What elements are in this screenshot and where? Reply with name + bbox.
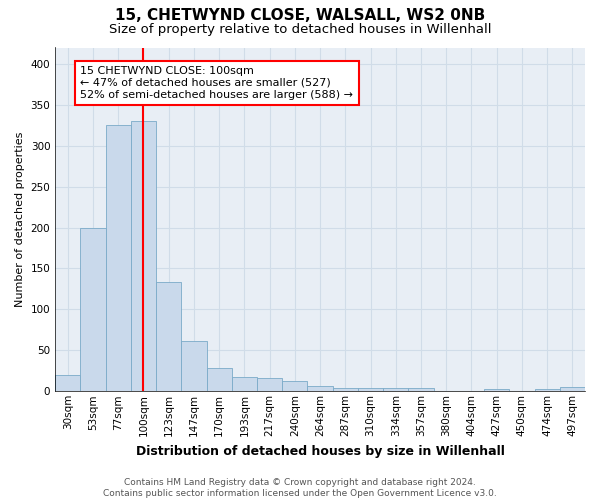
Y-axis label: Number of detached properties: Number of detached properties [15, 132, 25, 307]
Bar [206, 368, 232, 392]
Bar [106, 126, 131, 392]
Bar [232, 378, 257, 392]
Bar [80, 228, 106, 392]
Bar [383, 388, 409, 392]
Text: Size of property relative to detached houses in Willenhall: Size of property relative to detached ho… [109, 22, 491, 36]
Bar [55, 375, 80, 392]
Text: Contains HM Land Registry data © Crown copyright and database right 2024.
Contai: Contains HM Land Registry data © Crown c… [103, 478, 497, 498]
Bar [358, 388, 383, 392]
Bar [181, 340, 206, 392]
Bar [535, 389, 560, 392]
Bar [307, 386, 332, 392]
Text: 15, CHETWYND CLOSE, WALSALL, WS2 0NB: 15, CHETWYND CLOSE, WALSALL, WS2 0NB [115, 8, 485, 22]
Bar [560, 387, 585, 392]
Bar [409, 388, 434, 392]
Bar [156, 282, 181, 392]
Bar [332, 388, 358, 392]
Bar [257, 378, 282, 392]
Bar [131, 121, 156, 392]
Bar [484, 389, 509, 392]
X-axis label: Distribution of detached houses by size in Willenhall: Distribution of detached houses by size … [136, 444, 505, 458]
Bar [282, 380, 307, 392]
Text: 15 CHETWYND CLOSE: 100sqm
← 47% of detached houses are smaller (527)
52% of semi: 15 CHETWYND CLOSE: 100sqm ← 47% of detac… [80, 66, 353, 100]
